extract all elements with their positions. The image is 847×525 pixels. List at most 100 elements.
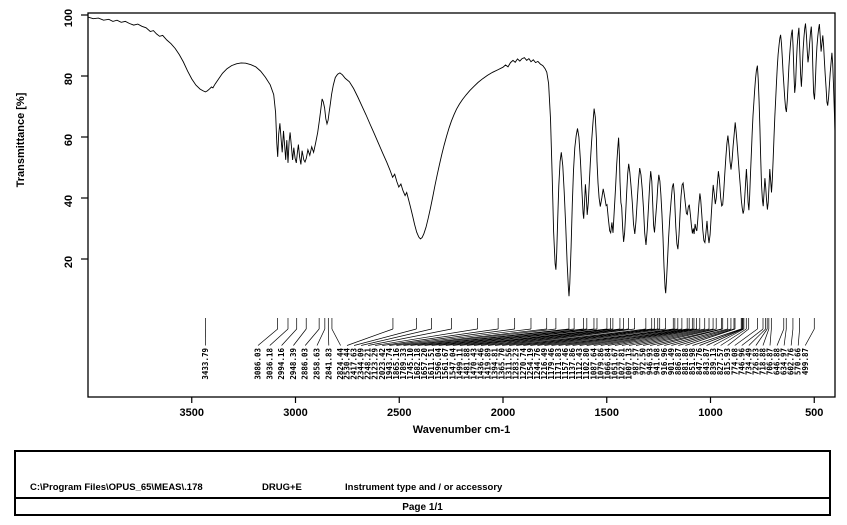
peak-leader-line [650,328,722,346]
peak-wavenumber-label: 1481.88 [462,348,471,380]
peak-leader-line [628,328,710,346]
peak-wavenumber-label: 1419.89 [484,348,493,380]
peak-leader-line [375,328,478,346]
peak-wavenumber-label: 1311.56 [505,348,514,380]
peak-wavenumber-label: 646.88 [773,348,782,376]
peak-wavenumber-label: 2886.03 [301,348,310,380]
peak-wavenumber-label: 1865.16 [392,348,401,380]
peak-leader-line [480,328,620,346]
peak-leader-line [396,328,532,346]
footer-meta-row: C:\Program Files\OPUS_65\MEAS\.178 DRUG+… [16,452,829,499]
footer-page-row: Page 1/1 [16,499,829,516]
peak-leader-line [797,328,800,346]
peak-wavenumber-label: 1254.19 [526,348,535,380]
peak-leader-line [776,328,785,346]
peak-wavenumber-label: 987.57 [632,348,641,375]
peak-leader-line [565,328,678,346]
peak-wavenumber-label: 881.88 [681,348,690,376]
peak-leader-line [523,328,655,346]
peak-wavenumber-label: 1745.10 [406,348,415,380]
peak-leader-line [734,328,758,346]
peak-leader-line [459,328,607,346]
peak-wavenumber-label: 946.93 [646,348,655,376]
peak-leader-line [361,328,432,346]
peak-leader-line [727,328,749,346]
peak-wavenumber-label: 2344.09 [357,348,366,380]
y-tick-label: 20 [63,256,75,268]
peak-leader-line [755,328,768,346]
peak-wavenumber-label: 570.66 [794,348,803,376]
peak-leader-line [424,328,575,346]
peak-leader-line [699,328,743,346]
peak-wavenumber-label: 839.13 [709,348,718,376]
peak-leader-line [389,328,515,346]
peak-leader-line [614,328,700,346]
peak-wavenumber-label: 1436.46 [476,348,485,380]
peak-wavenumber-label: 1789.33 [399,348,408,380]
peak-leader-line [316,328,326,346]
peak-leader-line [445,328,594,346]
peak-leader-line [635,328,714,346]
peak-wavenumber-label: 2858.63 [313,348,322,380]
sample-name-text: DRUG+E [262,482,302,493]
peak-wavenumber-label: 1007.13 [625,348,634,380]
peak-wavenumber-label: 1596.04 [434,348,443,380]
y-tick-label: 40 [63,195,75,207]
peak-wavenumber-label: 1171.83 [554,348,563,380]
peak-leader-line [671,328,732,346]
peak-leader-line [269,328,289,346]
y-tick-label: 100 [63,9,75,27]
peak-wavenumber-label: 1394.81 [491,348,500,380]
peak-wavenumber-label: 815.93 [723,348,732,376]
peak-leader-line [431,328,584,346]
peak-leader-line [281,328,297,346]
x-axis-title: Wavenumber cm-1 [413,424,510,436]
instrument-text: Instrument type and / or accessory [345,482,503,493]
peak-leader-line [804,328,815,346]
file-path-text: C:\Program Files\OPUS_65\MEAS\.178 [30,482,203,493]
peak-wavenumber-label: 499.87 [801,348,810,375]
peak-leader-line [382,328,499,346]
peak-wavenumber-label: 634.97 [780,348,789,375]
peak-wavenumber-label: 1499.11 [455,348,464,380]
x-tick-label: 3000 [283,407,307,419]
peak-leader-line [572,328,682,346]
peak-wavenumber-label: 972.50 [639,348,648,376]
peak-wavenumber-label: 2841.83 [324,348,333,380]
peak-wavenumber-label: 1157.46 [561,348,570,380]
peak-wavenumber-label: 1561.67 [441,348,450,380]
peak-leader-line [600,328,694,346]
peak-wavenumber-label: 1244.76 [533,348,542,380]
y-tick-label: 60 [63,134,75,146]
peak-leader-line [607,328,697,346]
x-tick-label: 500 [805,407,823,419]
peak-leader-line [487,328,624,346]
peak-wavenumber-label: 843.87 [702,348,711,375]
peak-leader-line [473,328,613,346]
peak-leader-line [748,328,766,346]
peak-leader-line [293,328,307,346]
peak-wavenumber-label: 1137.86 [568,348,577,380]
peak-wavenumber-label: 3036.18 [265,348,274,380]
peak-wavenumber-label: 3433.79 [201,348,210,380]
x-tick-label: 2000 [491,407,515,419]
peak-wavenumber-label: 2994.16 [277,348,286,380]
peak-leader-line [530,328,658,346]
peak-leader-line [720,328,747,346]
peak-wavenumber-label: 718.88 [758,348,767,376]
peak-wavenumber-label: 1270.74 [519,348,528,380]
peak-leader-line [403,328,547,346]
x-tick-label: 2500 [387,407,411,419]
peak-leader-line [331,328,341,346]
peak-leader-line [257,328,278,346]
peak-wavenumber-label: 2948.39 [289,348,298,380]
peak-wavenumber-label: 1657.20 [420,348,429,380]
y-tick-label: 80 [63,73,75,85]
peak-wavenumber-label: 746.96 [737,348,746,376]
peak-leader-line [741,328,764,346]
peak-wavenumber-label: 1112.43 [575,348,584,380]
peak-leader-line [502,328,635,346]
peak-wavenumber-label: 602.76 [787,348,796,376]
peak-wavenumber-label: 1102.80 [582,348,591,380]
